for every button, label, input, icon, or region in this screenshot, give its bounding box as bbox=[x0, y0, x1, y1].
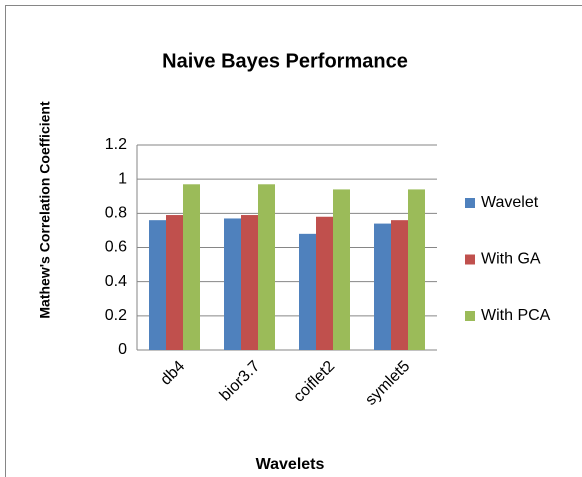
legend-label: With PCA bbox=[481, 307, 551, 324]
bar bbox=[183, 184, 200, 350]
legend-swatch bbox=[465, 254, 475, 265]
y-tick-label: 0.8 bbox=[105, 205, 127, 222]
bar bbox=[333, 189, 350, 350]
legend-label: With GA bbox=[481, 251, 541, 268]
y-tick-label: 0.4 bbox=[105, 273, 127, 290]
bar bbox=[374, 223, 391, 350]
y-tick-label: 1 bbox=[118, 170, 127, 187]
y-tick-label: 0.2 bbox=[105, 307, 127, 324]
y-tick-label: 0 bbox=[118, 341, 127, 358]
bar bbox=[258, 184, 275, 350]
y-tick-label: 0.6 bbox=[105, 239, 127, 256]
bar bbox=[316, 216, 333, 350]
bar bbox=[241, 215, 258, 350]
legend-swatch bbox=[465, 311, 475, 321]
legend-swatch bbox=[465, 198, 475, 208]
bar bbox=[224, 218, 241, 350]
y-tick-label: 1.2 bbox=[105, 136, 127, 153]
bar bbox=[408, 189, 425, 350]
chart-border bbox=[5, 5, 582, 477]
x-axis-label: Wavelets bbox=[256, 456, 325, 473]
bar bbox=[166, 215, 183, 350]
bar bbox=[391, 220, 408, 350]
legend-label: Wavelet bbox=[481, 194, 539, 211]
bar bbox=[149, 220, 166, 350]
y-axis-label: Mathew's Correlation Coefficient bbox=[37, 101, 53, 319]
bar bbox=[299, 233, 316, 350]
chart-title: Naive Bayes Performance bbox=[162, 50, 408, 72]
